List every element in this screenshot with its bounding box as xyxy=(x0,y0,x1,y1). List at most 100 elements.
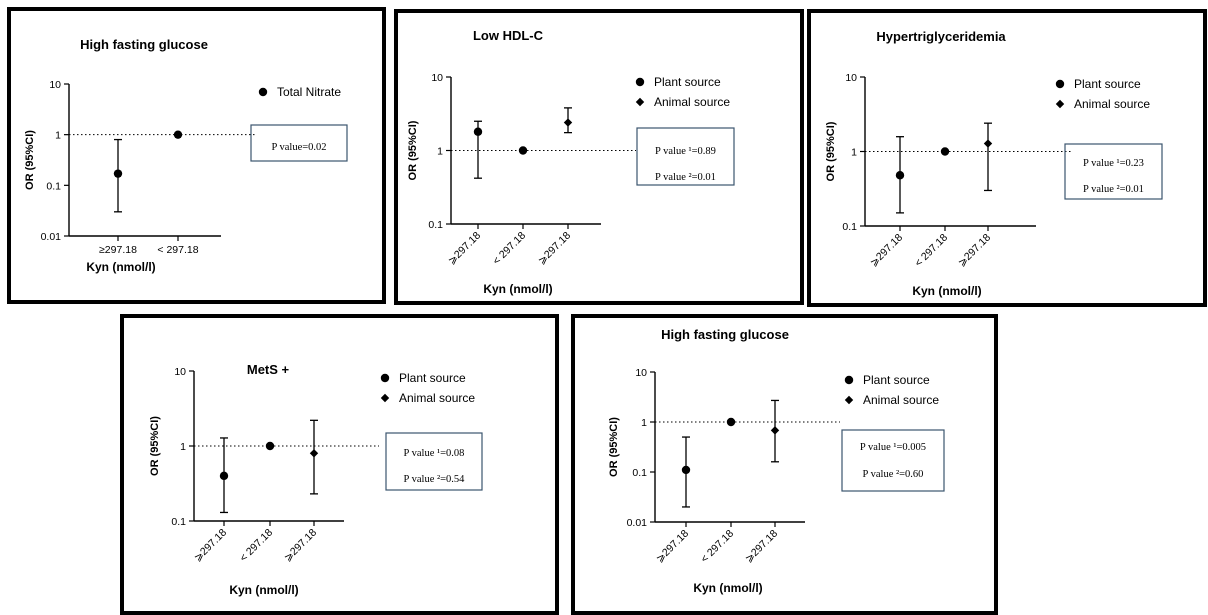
y-tick-label: 10 xyxy=(431,72,443,84)
legend-label: Plant source xyxy=(399,371,466,385)
legend-label: Plant source xyxy=(1074,77,1141,91)
y-tick-label: 1 xyxy=(55,130,61,142)
data-point xyxy=(983,139,993,148)
x-tick-label: ⩾297.18 xyxy=(654,528,692,566)
legend-label: Animal source xyxy=(399,391,475,405)
p-value-text: P value ¹=0.005 xyxy=(860,442,926,453)
chart-panel-3: Hypertriglyceridemia 10 1 0.1 ⩾297.18 < 297.1… xyxy=(807,9,1207,307)
y-axis-title: OR (95%CI) xyxy=(407,120,419,180)
x-axis-title: Kyn (nmol/l) xyxy=(912,284,981,298)
data-point xyxy=(309,449,319,458)
legend-label: Animal source xyxy=(654,95,730,109)
data-point xyxy=(518,146,528,155)
p-value-text: P value ²=0.60 xyxy=(863,469,924,480)
y-tick-label: 10 xyxy=(174,366,186,378)
legend-marker xyxy=(635,97,645,107)
p-value-box xyxy=(250,124,348,162)
data-point xyxy=(895,171,905,180)
y-tick-label: 10 xyxy=(49,79,61,91)
data-point xyxy=(940,147,950,156)
p-value-text: P value ²=0.54 xyxy=(404,474,466,485)
legend-marker xyxy=(1055,79,1065,89)
y-tick-label: 10 xyxy=(635,367,647,379)
y-axis-title: OR (95%CI) xyxy=(825,121,837,181)
data-point xyxy=(681,465,691,475)
legend-label: Plant source xyxy=(863,373,930,387)
chart-svg-1: High fasting glucose 10 1 0.1 0.01 ≥297.18 < 2… xyxy=(24,37,348,274)
x-tick-label: ≥297.18 xyxy=(99,244,137,256)
chart-title: High fasting glucose xyxy=(80,37,208,52)
legend-marker xyxy=(635,77,645,87)
p-value-box xyxy=(841,429,945,492)
p-value-box xyxy=(636,127,735,186)
chart-title: MetS + xyxy=(247,362,290,377)
y-tick-label: 1 xyxy=(437,146,443,158)
legend-marker xyxy=(1055,99,1065,109)
x-axis-title: Kyn (nmol/l) xyxy=(86,260,155,274)
x-tick-label: < 297.18 xyxy=(157,244,198,256)
legend-marker xyxy=(844,395,854,405)
y-tick-label: 1 xyxy=(851,147,857,159)
chart-panel-5: High fasting glucose 10 1 0.1 0.01 ⩾297.18 < 2… xyxy=(571,314,998,615)
legend-label: Plant source xyxy=(654,75,721,89)
x-axis-title: Kyn (nmol/l) xyxy=(483,282,552,296)
y-tick-label: 1 xyxy=(180,441,186,453)
y-tick-label: 1 xyxy=(641,417,647,429)
p-value-text: P value ²=0.01 xyxy=(1083,184,1144,195)
chart-svg-4: MetS + 10 1 0.1 ⩾297.18 < 297.18 ⩾297.18 Kyn (n… xyxy=(149,362,483,597)
legend-marker xyxy=(380,393,390,403)
p-value-text: P value ²=0.01 xyxy=(655,172,716,183)
p-value-text: P value=0.02 xyxy=(271,142,326,153)
data-point xyxy=(770,426,780,435)
chart-panel-2: Low HDL-C 10 1 0.1 ⩾297.18 < 297.18 ⩾297.18 Kyn… xyxy=(394,9,804,305)
legend-label: Animal source xyxy=(1074,97,1150,111)
chart-title: High fasting glucose xyxy=(661,327,789,342)
legend-marker xyxy=(380,373,390,383)
x-tick-label: < 297.18 xyxy=(699,528,737,566)
p-value-text: P value ¹=0.89 xyxy=(655,146,716,157)
chart-svg-5: High fasting glucose 10 1 0.1 0.01 ⩾297.18 < 2… xyxy=(608,327,945,595)
data-point xyxy=(563,118,573,127)
p-value-text: P value ¹=0.08 xyxy=(404,448,465,459)
data-point xyxy=(219,471,229,481)
legend-marker xyxy=(258,87,268,97)
y-tick-label: 0.1 xyxy=(632,467,647,479)
y-tick-label: 0.1 xyxy=(428,219,443,231)
data-point xyxy=(173,130,183,139)
x-axis-title: Kyn (nmol/l) xyxy=(693,581,762,595)
y-tick-label: 0.1 xyxy=(46,180,61,192)
y-tick-label: 0.1 xyxy=(171,516,186,528)
y-axis-title: OR (95%CI) xyxy=(24,130,36,190)
p-value-box xyxy=(385,432,483,491)
chart-svg-3: Hypertriglyceridemia 10 1 0.1 ⩾297.18 < 297.1… xyxy=(825,29,1163,298)
data-point xyxy=(265,441,275,451)
legend-label: Animal source xyxy=(863,393,939,407)
y-axis-title: OR (95%CI) xyxy=(149,416,161,476)
y-tick-label: 0.01 xyxy=(41,231,62,243)
y-tick-label: 0.1 xyxy=(842,221,857,233)
x-tick-label: < 297.18 xyxy=(238,527,276,565)
chart-title: Low HDL-C xyxy=(473,28,544,43)
data-point xyxy=(726,417,736,427)
x-axis-title: Kyn (nmol/l) xyxy=(229,583,298,597)
y-axis-title: OR (95%CI) xyxy=(608,417,620,477)
legend-marker xyxy=(844,375,854,385)
x-tick-label: ⩾297.18 xyxy=(192,527,230,565)
chart-panel-4: MetS + 10 1 0.1 ⩾297.18 < 297.18 ⩾297.18 Kyn (n… xyxy=(120,314,559,615)
legend-label: Total Nitrate xyxy=(277,85,341,99)
x-tick-label: ⩾297.18 xyxy=(282,527,320,565)
data-point xyxy=(113,169,123,178)
y-tick-label: 0.01 xyxy=(627,517,648,529)
x-tick-label: < 297.18 xyxy=(491,230,529,268)
p-value-text: P value ¹=0.23 xyxy=(1083,158,1144,169)
y-tick-label: 10 xyxy=(845,72,857,84)
x-tick-label: ⩾297.18 xyxy=(743,528,781,566)
x-tick-label: ⩾297.18 xyxy=(868,232,906,270)
x-tick-label: ⩾297.18 xyxy=(956,232,994,270)
x-tick-label: < 297.18 xyxy=(913,232,951,270)
x-tick-label: ⩾297.18 xyxy=(536,230,574,268)
chart-panel-1: High fasting glucose 10 1 0.1 0.01 ≥297.18 < 2… xyxy=(7,7,386,304)
data-point xyxy=(473,127,483,136)
x-tick-label: ⩾297.18 xyxy=(446,230,484,268)
